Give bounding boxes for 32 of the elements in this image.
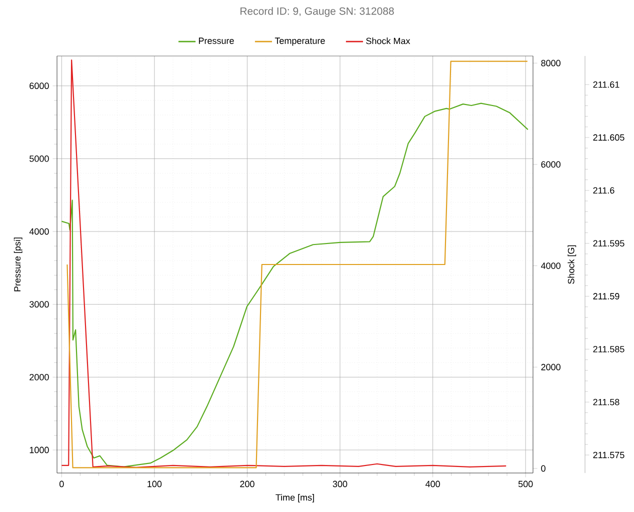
legend-label: Temperature <box>274 38 325 46</box>
y2-axis-title: Shock [G] <box>568 245 576 284</box>
y-tick-label: 5000 <box>30 155 49 162</box>
y2-tick-label: 2000 <box>541 364 560 370</box>
y2-tick-label: 4000 <box>541 262 560 269</box>
y2-tick-label: 0 <box>541 465 546 472</box>
x-tick-label: 200 <box>240 480 254 488</box>
y3-tick-label: 211.59 <box>593 293 620 300</box>
x-tick-label: 400 <box>425 480 440 488</box>
x-tick-label: 300 <box>332 480 348 488</box>
x-tick-label: 500 <box>518 480 533 488</box>
y3-tick-label: 211.61 <box>593 81 620 88</box>
chart-title: Record ID: 9, Gauge SN: 312088 <box>240 7 394 17</box>
y-tick-label: 2000 <box>30 374 49 380</box>
y-tick-label: 1000 <box>30 446 49 454</box>
y3-tick-label: 211.585 <box>593 346 624 352</box>
y3-tick-label: 211.605 <box>593 134 624 141</box>
y3-tick-label: 211.595 <box>593 240 624 247</box>
y-axis-title: Pressure [psi] <box>14 238 22 292</box>
legend-label: Shock Max <box>366 38 410 44</box>
x-tick-label: 0 <box>59 480 64 488</box>
x-axis-title: Time [ms] <box>276 494 314 502</box>
y-tick-label: 6000 <box>30 82 49 90</box>
y3-tick-label: 211.6 <box>593 187 614 194</box>
y2-tick-label: 6000 <box>541 161 560 168</box>
y2-tick-label: 8000 <box>541 60 560 66</box>
y-tick-label: 4000 <box>29 228 49 235</box>
x-tick-label: 100 <box>148 480 162 488</box>
y3-tick-label: 211.575 <box>593 452 624 458</box>
legend-label: Pressure <box>198 38 234 44</box>
y3-tick-label: 211.58 <box>593 398 620 406</box>
y-tick-label: 3000 <box>30 301 49 308</box>
